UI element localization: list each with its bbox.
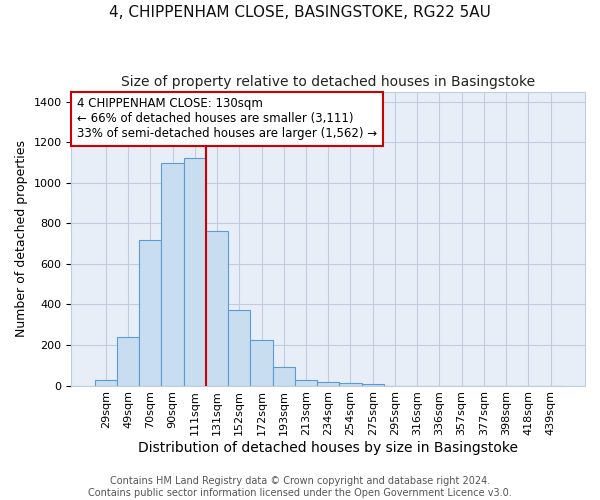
Title: Size of property relative to detached houses in Basingstoke: Size of property relative to detached ho…: [121, 75, 535, 89]
Bar: [95, 380, 117, 386]
Bar: [317, 382, 340, 386]
Y-axis label: Number of detached properties: Number of detached properties: [15, 140, 28, 337]
Bar: [139, 240, 161, 386]
Bar: [184, 158, 206, 386]
Text: Contains HM Land Registry data © Crown copyright and database right 2024.
Contai: Contains HM Land Registry data © Crown c…: [88, 476, 512, 498]
Text: 4, CHIPPENHAM CLOSE, BASINGSTOKE, RG22 5AU: 4, CHIPPENHAM CLOSE, BASINGSTOKE, RG22 5…: [109, 5, 491, 20]
Bar: [117, 337, 139, 386]
Bar: [340, 382, 362, 386]
Bar: [161, 162, 184, 386]
Bar: [362, 384, 384, 386]
Bar: [206, 232, 228, 386]
Bar: [250, 340, 272, 386]
Bar: [295, 380, 317, 386]
Bar: [228, 310, 250, 386]
Bar: [272, 368, 295, 386]
Text: 4 CHIPPENHAM CLOSE: 130sqm
← 66% of detached houses are smaller (3,111)
33% of s: 4 CHIPPENHAM CLOSE: 130sqm ← 66% of deta…: [77, 98, 377, 140]
X-axis label: Distribution of detached houses by size in Basingstoke: Distribution of detached houses by size …: [138, 441, 518, 455]
